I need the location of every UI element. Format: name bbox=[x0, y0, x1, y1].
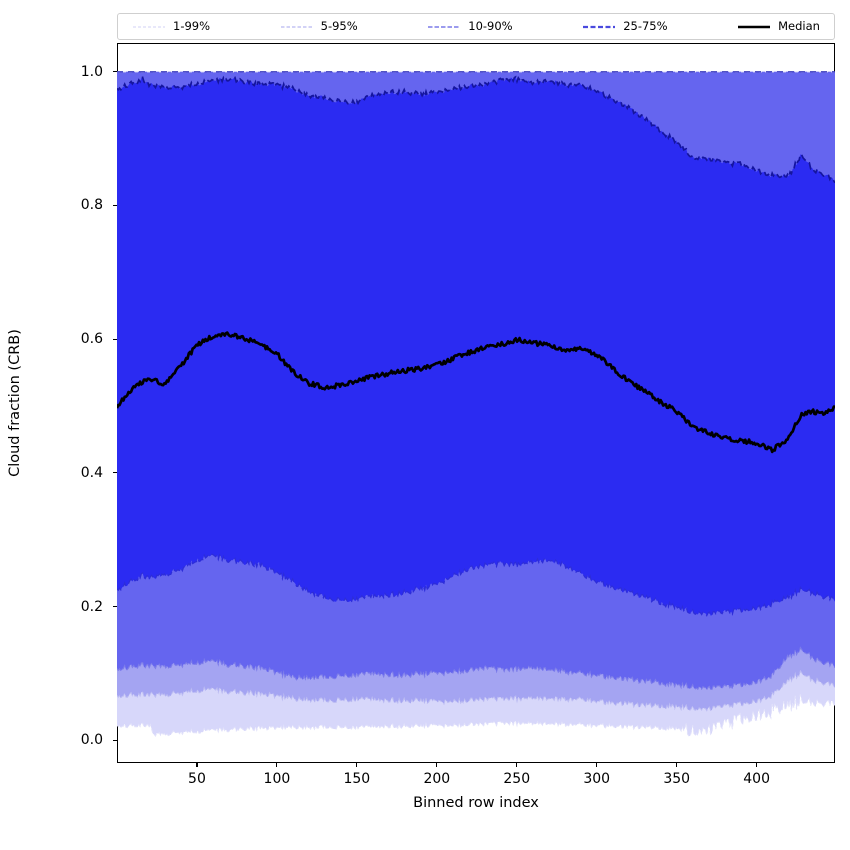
legend-label: 25-75% bbox=[623, 18, 668, 33]
x-tick-label: 350 bbox=[663, 771, 691, 787]
x-tick-mark bbox=[276, 763, 278, 767]
y-tick-label: 0.0 bbox=[80, 732, 103, 749]
legend-item-1-99-: 1-99% bbox=[132, 18, 211, 33]
y-tick-label: 0.2 bbox=[80, 598, 103, 615]
legend-label: Median bbox=[778, 18, 820, 33]
x-tick-mark bbox=[196, 763, 198, 767]
x-tick-label: 200 bbox=[423, 771, 451, 787]
y-tick-label: 0.4 bbox=[80, 464, 103, 481]
y-tick-label: 1.0 bbox=[80, 63, 103, 80]
legend-line-sample bbox=[133, 26, 165, 27]
x-tick-mark bbox=[516, 763, 518, 767]
y-tick-label: 0.8 bbox=[80, 197, 103, 214]
x-tick-mark bbox=[756, 763, 758, 767]
y-tick-mark bbox=[113, 739, 117, 741]
x-tick-mark bbox=[356, 763, 358, 767]
y-tick-mark bbox=[113, 338, 117, 340]
legend-item-10-90-: 10-90% bbox=[427, 18, 513, 33]
x-tick-label: 50 bbox=[188, 771, 206, 787]
legend-line-sample bbox=[738, 25, 771, 28]
x-tick-label: 300 bbox=[583, 771, 611, 787]
x-tick-label: 250 bbox=[503, 771, 531, 787]
x-tick-label: 100 bbox=[263, 771, 291, 787]
legend-line-sample bbox=[428, 25, 461, 28]
x-axis-label: Binned row index bbox=[413, 795, 539, 811]
y-tick-label: 0.6 bbox=[80, 331, 103, 348]
legend: 1-99% 5-95% 10-90% 25-75% Median bbox=[117, 13, 835, 40]
legend-item-5-95-: 5-95% bbox=[280, 18, 358, 33]
y-tick-mark bbox=[113, 472, 117, 474]
x-tick-mark bbox=[676, 763, 678, 767]
y-axis-label: Cloud fraction (CRB) bbox=[7, 329, 23, 477]
x-tick-mark bbox=[436, 763, 438, 767]
legend-item-median: Median bbox=[737, 18, 820, 33]
y-tick-mark bbox=[113, 71, 117, 73]
legend-label: 5-95% bbox=[320, 18, 358, 33]
legend-label: 10-90% bbox=[468, 18, 513, 33]
x-tick-mark bbox=[596, 763, 598, 767]
x-tick-label: 400 bbox=[743, 771, 770, 787]
legend-line-sample bbox=[583, 25, 616, 28]
legend-line-sample bbox=[280, 25, 313, 28]
y-tick-mark bbox=[113, 605, 117, 608]
x-tick-label: 150 bbox=[343, 771, 371, 787]
y-tick-mark bbox=[113, 204, 117, 207]
legend-label: 1-99% bbox=[173, 18, 211, 33]
legend-item-25-75-: 25-75% bbox=[582, 18, 668, 33]
